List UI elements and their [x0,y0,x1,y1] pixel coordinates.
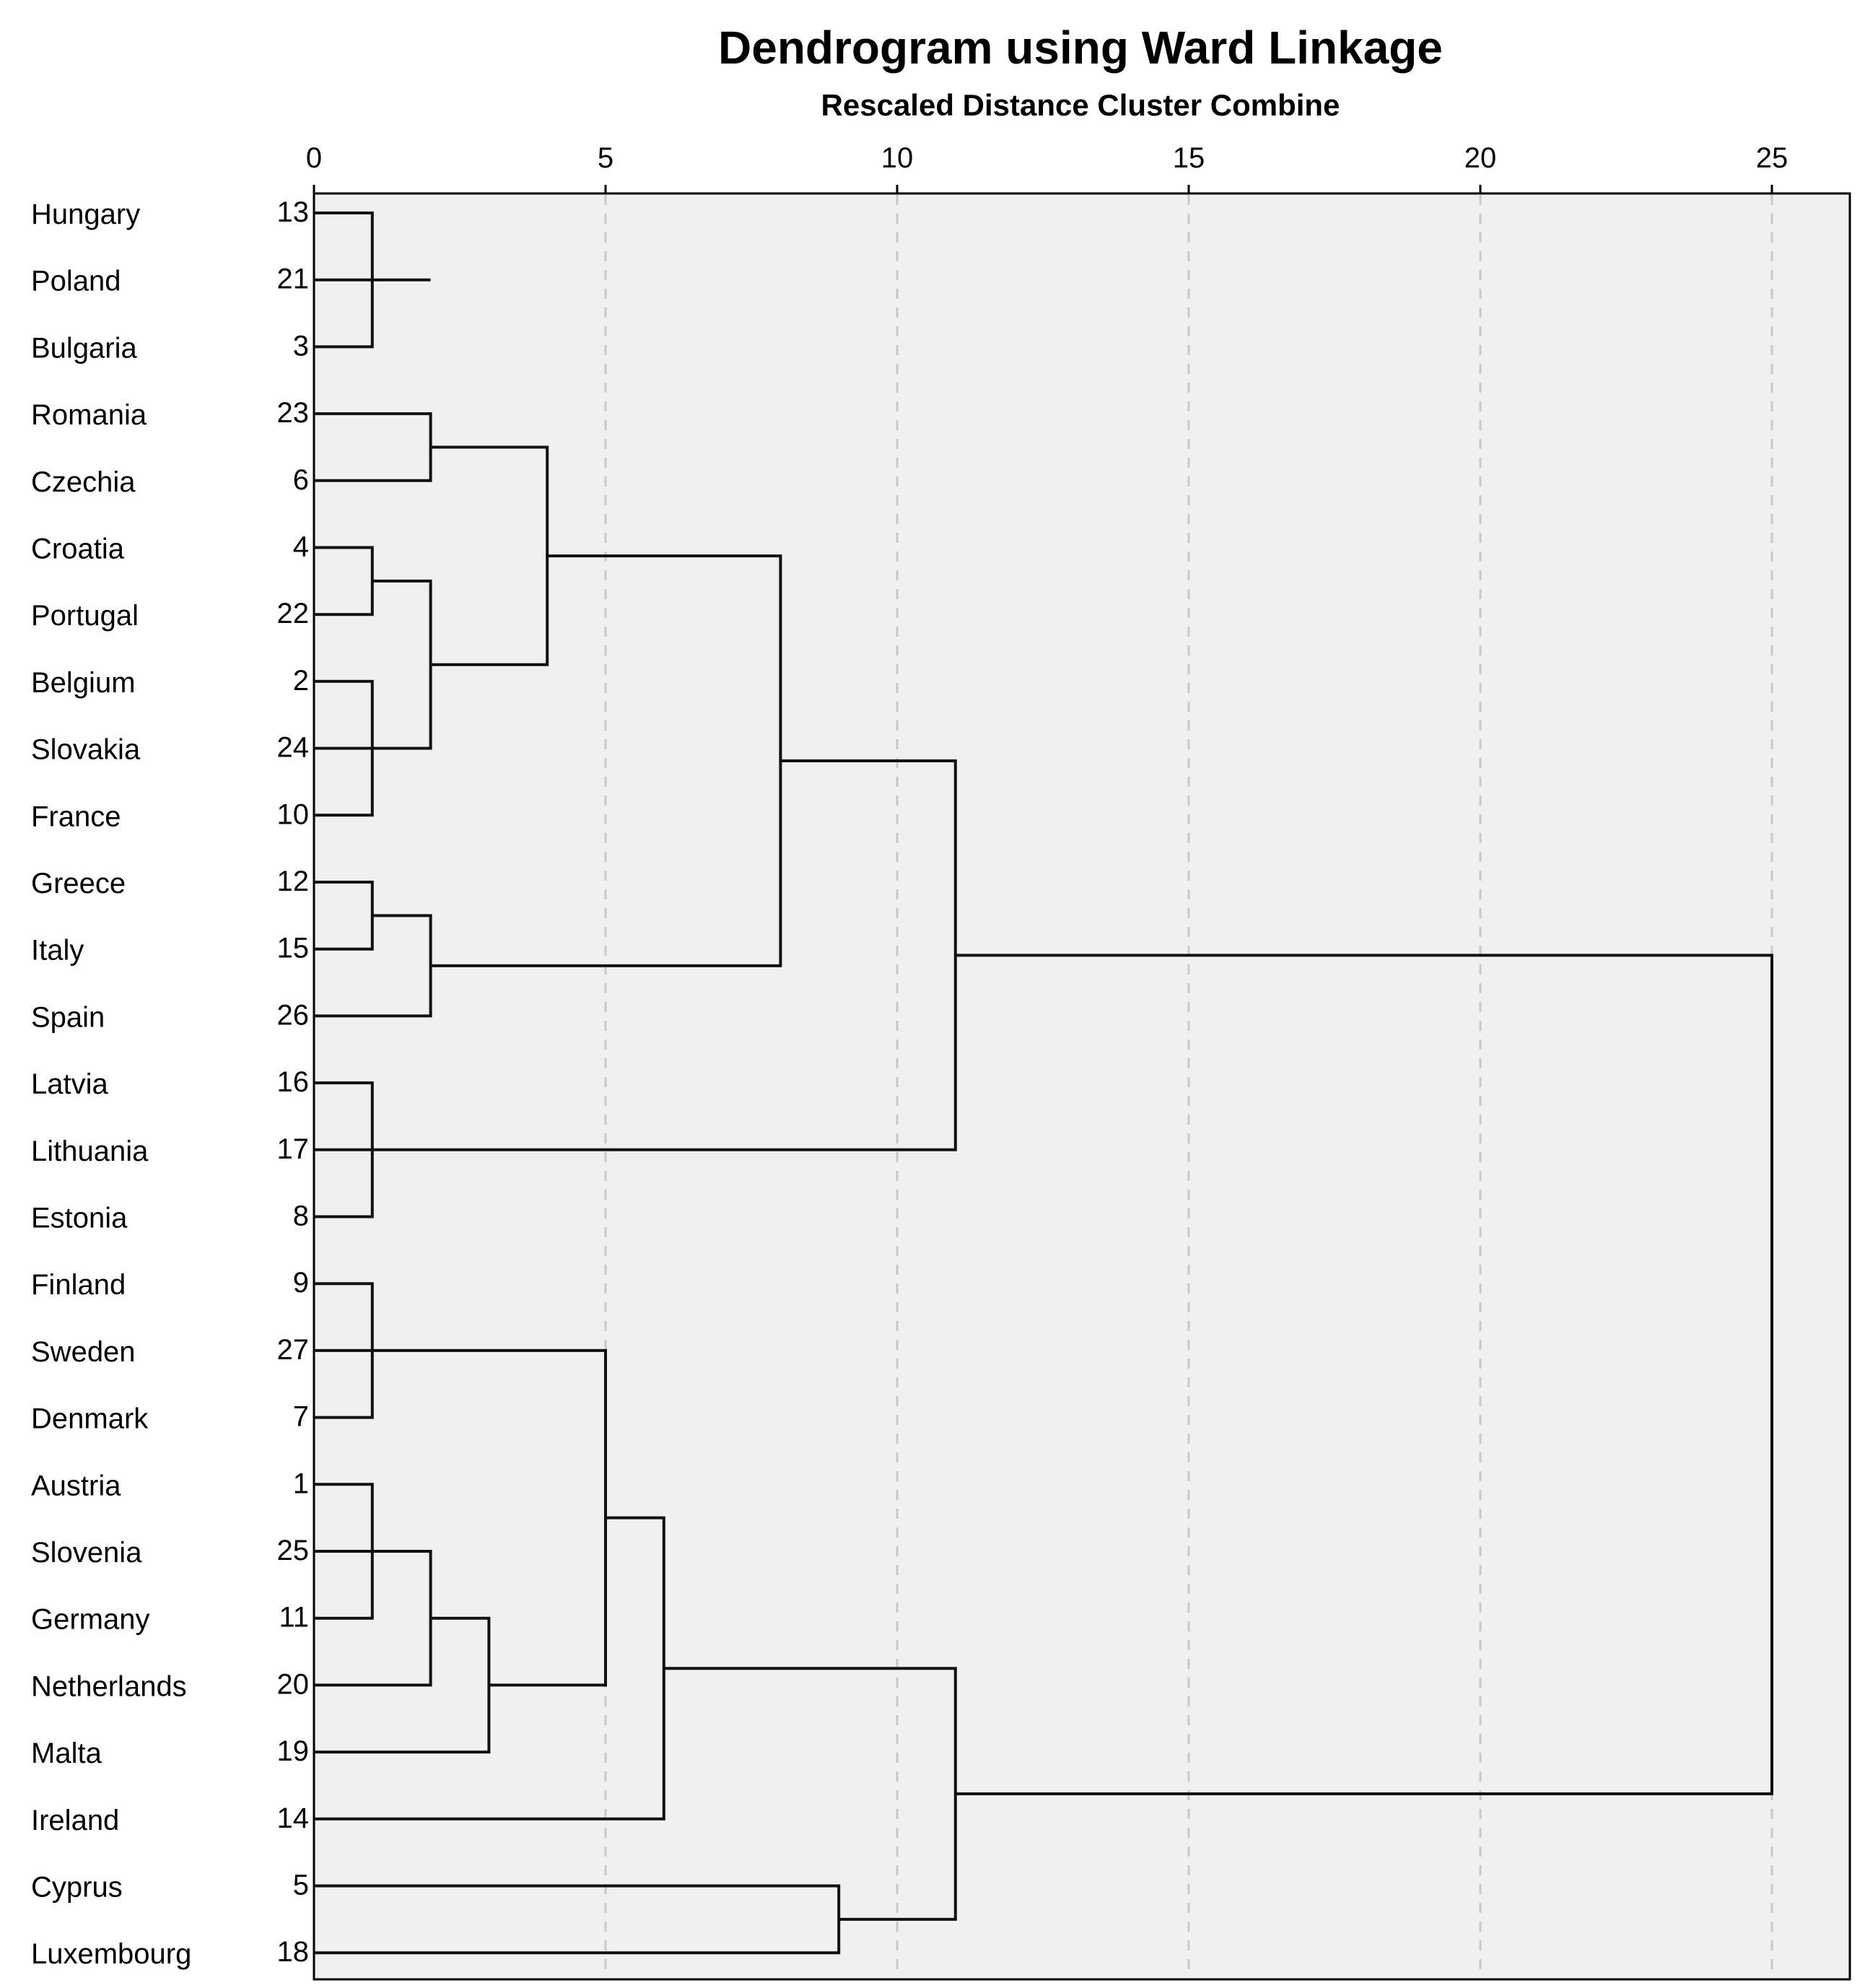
leaf-name-label: Sweden [31,1336,136,1368]
leaf-case-number: 14 [277,1802,310,1834]
cluster-link-Z [955,954,1773,1796]
leaf-name-label: Hungary [31,199,140,230]
leaf-name-label: Slovenia [31,1537,142,1569]
leaf-name-label: Finland [31,1269,126,1301]
dendrogram-links [314,212,1773,1955]
leaf-name-label: Latvia [31,1068,108,1100]
leaf-name-label: Bulgaria [31,332,138,364]
x-tick-label: 5 [598,142,613,174]
leaf-case-number: 9 [293,1267,309,1299]
leaf-case-number: 16 [277,1066,310,1098]
leaf-case-number: 27 [277,1334,310,1366]
leaf-name-label: Estonia [31,1203,128,1234]
plot-area [313,192,1851,1981]
leaf-case-number: 25 [277,1535,310,1566]
leaf-name-label: Belgium [31,667,136,699]
leaf-case-number: 24 [277,732,310,764]
leaf-case-number: 23 [277,397,310,429]
leaf-name-label: Czechia [31,466,136,498]
leaf-case-number: 7 [293,1401,309,1433]
leaf-case-number: 11 [279,1602,309,1634]
leaf-name-label: Denmark [31,1403,149,1435]
leaf-name-label: Croatia [31,533,125,565]
leaf-case-number: 20 [277,1668,310,1700]
chart-subtitle: Rescaled Distance Cluster Combine [821,88,1340,122]
leaf-case-number: 10 [277,798,310,830]
leaf-case-number: 5 [293,1870,309,1901]
leaf-name-label: Greece [31,868,126,899]
leaf-name-label: Cyprus [31,1872,123,1904]
x-tick-label: 0 [306,142,322,174]
leaf-case-number: 13 [277,196,310,228]
x-axis-ticks: 0 5 10 15 20 25 [306,142,1788,193]
leaf-case-number: 21 [277,263,310,295]
leaf-name-label: Slovakia [31,734,141,766]
leaf-case-number: 12 [277,866,310,897]
leaf-case-number: 26 [277,999,310,1031]
leaf-case-number: 19 [277,1735,310,1767]
x-tick-label: 20 [1464,142,1497,174]
leaf-name-label: Italy [31,935,84,967]
leaf-name-label: Austria [31,1470,121,1501]
leaf-name-label: Malta [31,1738,102,1769]
leaf-name-label: Portugal [31,600,139,632]
chart-title: Dendrogram using Ward Linkage [718,22,1443,74]
leaf-case-number: 8 [293,1200,309,1232]
leaf-name-label: Poland [31,266,121,297]
leaf-name-label: Spain [31,1001,105,1033]
leaf-name-label: France [31,801,121,832]
leaf-name-label: Romania [31,399,147,431]
leaf-name-label: Germany [31,1604,150,1636]
leaf-case-number: 17 [277,1133,310,1165]
leaf-case-number: 15 [277,933,310,964]
leaf-name-label: Netherlands [31,1670,187,1702]
x-tick-label: 25 [1756,142,1788,174]
leaf-name-label: Lithuania [31,1135,149,1167]
leaf-case-number: 6 [293,464,309,496]
x-tick-label: 10 [881,142,914,174]
leaf-name-label: Ireland [31,1805,119,1836]
leaf-case-number: 22 [277,598,310,629]
leaf-case-number: 3 [293,330,309,362]
x-tick-label: 15 [1173,142,1205,174]
leaf-case-number: 18 [277,1936,310,1968]
leaf-case-number: 2 [293,665,309,697]
leaf-name-label: Luxembourg [31,1938,191,1970]
leaf-case-number: 4 [293,531,309,563]
leaf-case-number: 1 [293,1468,309,1499]
